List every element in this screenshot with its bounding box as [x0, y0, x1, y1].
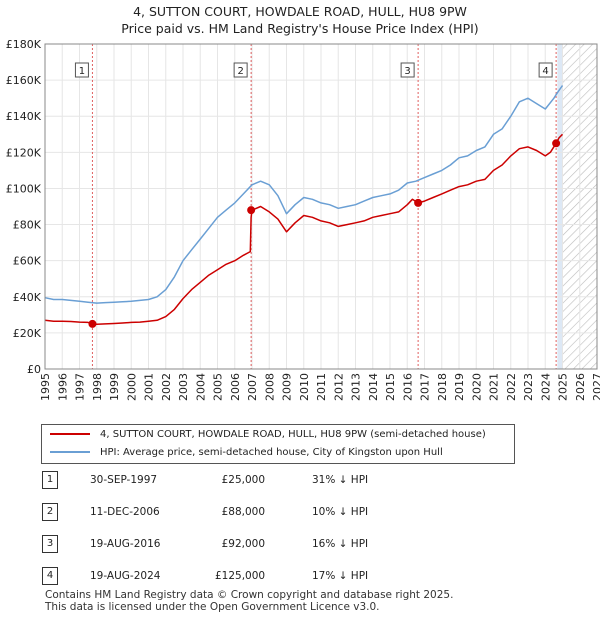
x-tick-label: 2020 — [470, 373, 483, 401]
y-tick-label: £0 — [27, 363, 41, 376]
sale-marker-box — [74, 62, 89, 78]
title-line-2: Price paid vs. HM Land Registry's House … — [121, 21, 479, 36]
y-tick-label: £80K — [13, 219, 42, 232]
legend-label-hpi: HPI: Average price, semi-detached house,… — [100, 447, 443, 458]
sale-hpi-diff: 31% ↓ HPI — [312, 474, 369, 486]
x-tick-label: 2013 — [350, 373, 363, 401]
sale-marker-label: 1 — [79, 66, 85, 77]
x-tick-label: 2008 — [263, 373, 276, 401]
x-tick-label: 1999 — [108, 373, 121, 401]
sale-price: £125,000 — [215, 570, 266, 582]
sale-date: 19-AUG-2024 — [90, 570, 161, 582]
sale-date: 11-DEC-2006 — [90, 506, 160, 518]
sale-price: £25,000 — [221, 474, 265, 486]
x-tick-label: 2005 — [212, 373, 225, 401]
sale-marker-box — [233, 62, 248, 78]
forecast-shade — [557, 44, 563, 369]
price-chart: 1 2 3 4 £0 £20K £40K £60K £80K £100K £120K £140K £16… — [6, 38, 600, 401]
x-tick-label: 2000 — [125, 373, 138, 401]
table-row: 3 19-AUG-2016 £92,000 16% ↓ HPI — [40, 535, 560, 553]
x-tick-label: 2001 — [143, 373, 156, 401]
x-tick-label: 2021 — [488, 373, 501, 401]
sale-marker-label: 2 — [237, 66, 243, 77]
x-tick-label: 2009 — [281, 373, 294, 401]
sale-hpi-diff: 17% ↓ HPI — [312, 570, 369, 582]
sale-point — [88, 319, 97, 328]
sale-number-badge: 4 — [42, 567, 58, 585]
y-tick-label: £100K — [6, 182, 42, 195]
x-tick-label: 2011 — [315, 373, 328, 401]
sale-point — [552, 139, 561, 148]
sale-date: 19-AUG-2016 — [90, 538, 161, 550]
legend-swatch-property — [50, 433, 90, 435]
x-tick-label: 2018 — [436, 373, 449, 401]
x-tick-label: 2010 — [298, 373, 311, 401]
x-tick-label: 2007 — [246, 373, 259, 401]
x-tick-label: 2016 — [401, 373, 414, 401]
sale-price: £92,000 — [221, 538, 265, 550]
x-tick-label: 2023 — [522, 373, 535, 401]
sale-date: 30-SEP-1997 — [90, 474, 158, 486]
y-tick-label: £180K — [6, 38, 42, 51]
chart-title: 4, SUTTON COURT, HOWDALE ROAD, HULL, HU8… — [0, 3, 600, 37]
sale-number-badge: 2 — [42, 503, 58, 521]
y-tick-label: £60K — [13, 255, 42, 268]
x-tick-label: 1997 — [74, 373, 87, 401]
title-line-1: 4, SUTTON COURT, HOWDALE ROAD, HULL, HU8… — [133, 4, 467, 19]
legend-item-property: 4, SUTTON COURT, HOWDALE ROAD, HULL, HU8… — [50, 427, 486, 443]
x-tick-label: 2025 — [557, 373, 570, 401]
y-tick-label: £160K — [6, 74, 42, 87]
footer: Contains HM Land Registry data © Crown c… — [45, 589, 453, 613]
x-tick-label: 2027 — [591, 373, 600, 401]
x-tick-label: 2024 — [539, 373, 552, 401]
sale-hpi-diff: 16% ↓ HPI — [312, 538, 369, 550]
footer-copyright: Contains HM Land Registry data © Crown c… — [45, 589, 454, 601]
table-row: 1 30-SEP-1997 £25,000 31% ↓ HPI — [40, 471, 560, 489]
table-row: 4 19-AUG-2024 £125,000 17% ↓ HPI — [40, 567, 560, 585]
series-line-hpi — [44, 85, 564, 304]
legend-swatch-hpi — [50, 451, 90, 453]
x-tick-label: 2019 — [453, 373, 466, 401]
legend: 4, SUTTON COURT, HOWDALE ROAD, HULL, HU8… — [41, 424, 515, 464]
x-tick-label: 2022 — [505, 373, 518, 401]
sale-marker-box — [538, 62, 553, 78]
x-tick-label: 2015 — [384, 373, 397, 401]
sale-number-badge: 1 — [42, 471, 58, 489]
x-tick-label: 2006 — [229, 373, 242, 401]
table-row: 2 11-DEC-2006 £88,000 10% ↓ HPI — [40, 503, 560, 521]
legend-label-property: 4, SUTTON COURT, HOWDALE ROAD, HULL, HU8… — [100, 429, 486, 440]
x-tick-label: 2014 — [367, 373, 380, 401]
x-tick-label: 1995 — [39, 373, 52, 401]
sale-marker-label: 4 — [542, 66, 548, 77]
sale-hpi-diff: 10% ↓ HPI — [312, 506, 369, 518]
x-tick-label: 1996 — [56, 373, 69, 401]
footer-licence: This data is licensed under the Open Gov… — [45, 601, 380, 613]
y-tick-label: £120K — [6, 146, 42, 159]
series-line-property — [44, 133, 564, 325]
plot-border — [44, 43, 598, 370]
x-tick-label: 2026 — [574, 373, 587, 401]
y-tick-label: £140K — [6, 110, 42, 123]
sale-point — [414, 198, 423, 207]
x-tick-label: 2002 — [160, 373, 173, 401]
sale-number-badge: 3 — [42, 535, 58, 553]
x-tick-label: 2004 — [194, 373, 207, 401]
sale-price: £88,000 — [221, 506, 265, 518]
legend-item-hpi: HPI: Average price, semi-detached house,… — [50, 445, 443, 461]
y-tick-label: £20K — [13, 327, 42, 340]
y-tick-label: £40K — [13, 291, 42, 304]
x-tick-label: 1998 — [91, 373, 104, 401]
x-tick-label: 2003 — [177, 373, 190, 401]
x-tick-label: 2012 — [332, 373, 345, 401]
sale-marker-box — [400, 62, 415, 78]
x-tick-label: 2017 — [419, 373, 432, 401]
sale-marker-label: 3 — [404, 66, 410, 77]
sale-point — [247, 206, 256, 215]
